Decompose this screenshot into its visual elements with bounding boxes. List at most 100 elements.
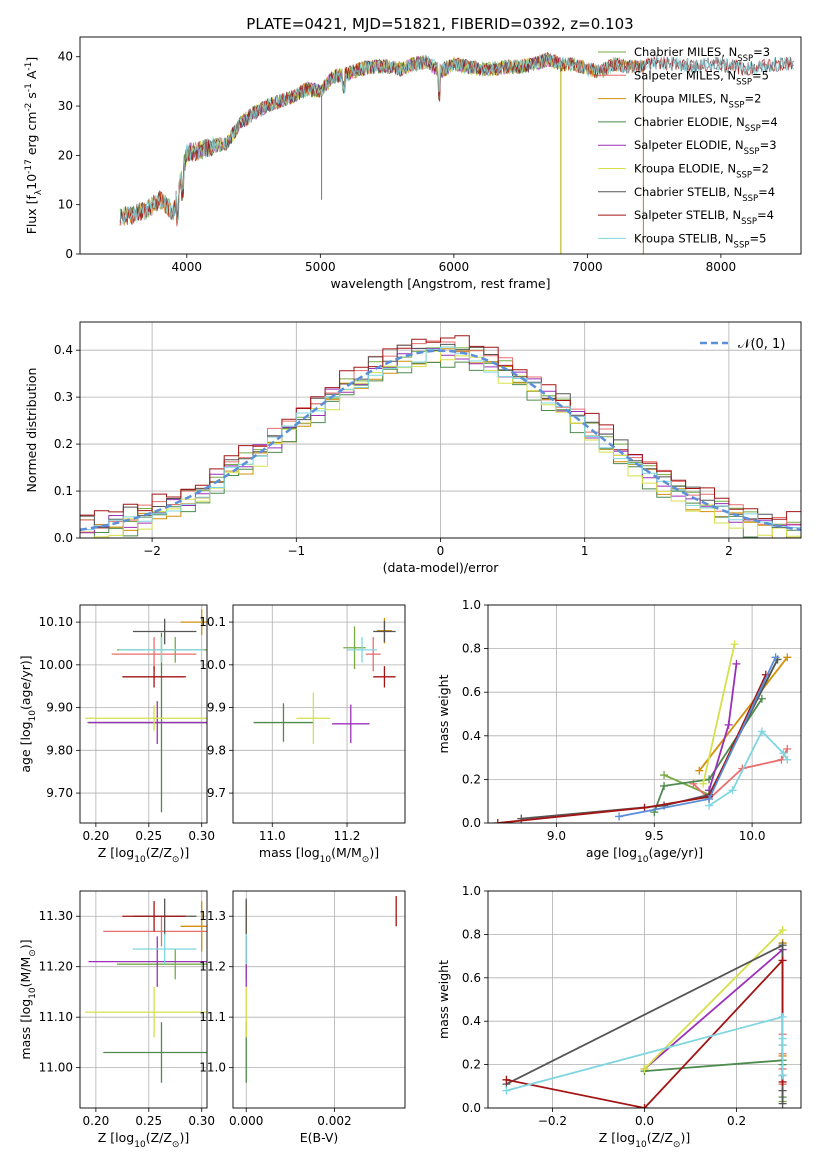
legend-label: Salpeter MILES, NSSP=5 xyxy=(634,68,769,87)
weight-line-7 xyxy=(497,674,767,823)
weight-marker xyxy=(783,744,792,753)
y-axis-label: mass weight xyxy=(436,674,451,753)
x-axis-label: Z [log10(Z/Z⊙)] xyxy=(98,845,189,865)
y-tick-label: 0.4 xyxy=(54,343,73,357)
y-tick-label: 9.8 xyxy=(207,743,226,757)
y-tick-label: 11.20 xyxy=(39,960,73,974)
weight-marker xyxy=(771,653,780,662)
y-tick-label: 9.9 xyxy=(207,701,226,715)
axes-frame xyxy=(79,604,208,824)
y-tick-label: 11.30 xyxy=(39,909,73,923)
y-tick-label: 0.4 xyxy=(462,1014,481,1028)
x-tick-label: 0.30 xyxy=(188,829,215,843)
normal-curve xyxy=(80,349,801,532)
spectrum-line-2 xyxy=(119,52,644,226)
legend-label: Chabrier ELODIE, NSSP=4 xyxy=(634,115,778,134)
y-tick-label: 9.80 xyxy=(46,743,73,757)
legend-label: Kroupa MILES, NSSP=2 xyxy=(634,92,761,111)
weight-marker xyxy=(757,727,766,736)
y-axis-label: age [log10(age/yr)] xyxy=(18,655,38,772)
weight-line-3 xyxy=(644,1059,784,1098)
plot-area xyxy=(85,609,207,813)
legend-label: Chabrier STELIB, NSSP=4 xyxy=(634,185,775,204)
plot-area xyxy=(493,640,792,823)
x-tick-label: −2 xyxy=(143,544,161,558)
legend-label: Kroupa ELODIE, NSSP=2 xyxy=(634,162,769,181)
x-tick-label: 0 xyxy=(437,544,445,558)
weight-marker xyxy=(493,819,502,823)
legend-label: Salpeter ELODIE, NSSP=3 xyxy=(634,138,777,157)
y-tick-label: 0.2 xyxy=(54,437,73,451)
panel-mass_vs_EBV: 0.000 0.002 11.0 11.1 11.2 11.3 E(B-V) xyxy=(199,890,406,1145)
weight-marker xyxy=(778,1071,787,1080)
y-axis-label: mass [log10(M/M⊙)] xyxy=(18,939,38,1059)
weight-marker xyxy=(778,1086,787,1095)
y-tick-label: 0.8 xyxy=(462,642,481,656)
weight-marker xyxy=(783,755,792,764)
plot-area xyxy=(80,335,801,538)
weight-marker xyxy=(660,781,669,790)
x-tick-label: 9.0 xyxy=(547,829,566,843)
weight-marker xyxy=(640,1104,649,1108)
legend-label: 𝒩(0, 1) xyxy=(738,337,785,352)
y-axis-label: mass weight xyxy=(436,960,451,1039)
y-tick-label: 9.70 xyxy=(46,786,73,800)
weight-marker xyxy=(695,766,704,775)
x-tick-label: 0.25 xyxy=(135,829,162,843)
y-tick-label: 0 xyxy=(65,247,73,261)
x-axis-label: wavelength [Angstrom, rest frame] xyxy=(330,276,550,291)
y-tick-label: 0.6 xyxy=(462,971,481,985)
weight-marker xyxy=(778,1012,787,1021)
weight-marker xyxy=(778,1099,787,1108)
weight-marker xyxy=(778,956,787,965)
x-tick-label: 11.2 xyxy=(334,829,361,843)
y-tick-label: 0.0 xyxy=(462,1101,481,1115)
weight-line-6 xyxy=(521,659,779,820)
weight-marker xyxy=(724,720,733,729)
axes-frame xyxy=(232,890,406,1109)
y-tick-label: 10.1 xyxy=(199,615,226,629)
x-tick-label: 10.0 xyxy=(739,829,766,843)
x-tick-label: −0.2 xyxy=(538,1114,567,1128)
legend-label: Kroupa STELIB, NSSP=5 xyxy=(634,231,766,250)
y-tick-label: 0.3 xyxy=(54,390,73,404)
weight-marker xyxy=(699,779,708,788)
y-tick-label: 0.1 xyxy=(54,484,73,498)
x-tick-label: 5000 xyxy=(305,260,336,274)
x-tick-label: 7000 xyxy=(572,260,603,274)
legend-label: Chabrier MILES, NSSP=3 xyxy=(634,45,770,64)
y-axis-label: Normed distribution xyxy=(24,368,39,493)
axes-frame xyxy=(79,890,208,1109)
x-axis-label: age [log10(age/yr)] xyxy=(586,845,703,865)
weight-marker xyxy=(732,659,741,668)
weight-marker xyxy=(502,1075,511,1084)
panel-age_vs_Z: 0.20 0.25 0.30 9.70 9.80 9.90 10.00 10.10 Z [log… xyxy=(18,604,215,865)
x-axis-label: (data-model)/error xyxy=(383,560,500,575)
weight-marker xyxy=(640,803,649,812)
y-tick-label: 20 xyxy=(58,148,73,162)
plot-area xyxy=(85,898,207,1083)
y-tick-label: 11.00 xyxy=(39,1061,73,1075)
y-tick-label: 11.0 xyxy=(199,1061,226,1075)
y-tick-label: 0.2 xyxy=(462,772,481,786)
x-axis-label: E(B-V) xyxy=(300,1130,339,1145)
y-tick-label: 10.00 xyxy=(39,658,73,672)
y-tick-label: 11.10 xyxy=(39,1010,73,1024)
axes-frame xyxy=(487,604,802,824)
y-tick-label: 11.2 xyxy=(199,960,226,974)
x-tick-label: 11.0 xyxy=(259,829,286,843)
panel-weight_vs_age: 9.0 9.5 10.0 0.0 0.2 0.4 0.6 0.8 1.0 age [log10(a… xyxy=(436,598,802,865)
x-tick-label: 8000 xyxy=(706,260,737,274)
weight-line-5 xyxy=(643,929,784,1070)
y-tick-label: 0.0 xyxy=(54,531,73,545)
y-tick-label: 40 xyxy=(58,50,73,64)
x-tick-label: 0.20 xyxy=(83,1114,110,1128)
weight-marker xyxy=(757,694,766,703)
y-tick-label: 10.0 xyxy=(199,658,226,672)
panel-age_vs_mass: 11.0 11.2 9.7 9.8 9.9 10.0 10.1 mass [log10(M/M… xyxy=(199,604,406,865)
weight-marker xyxy=(778,941,787,950)
x-tick-label: 0.000 xyxy=(229,1114,263,1128)
axes-frame xyxy=(79,36,802,255)
weight-line-5 xyxy=(702,644,736,784)
